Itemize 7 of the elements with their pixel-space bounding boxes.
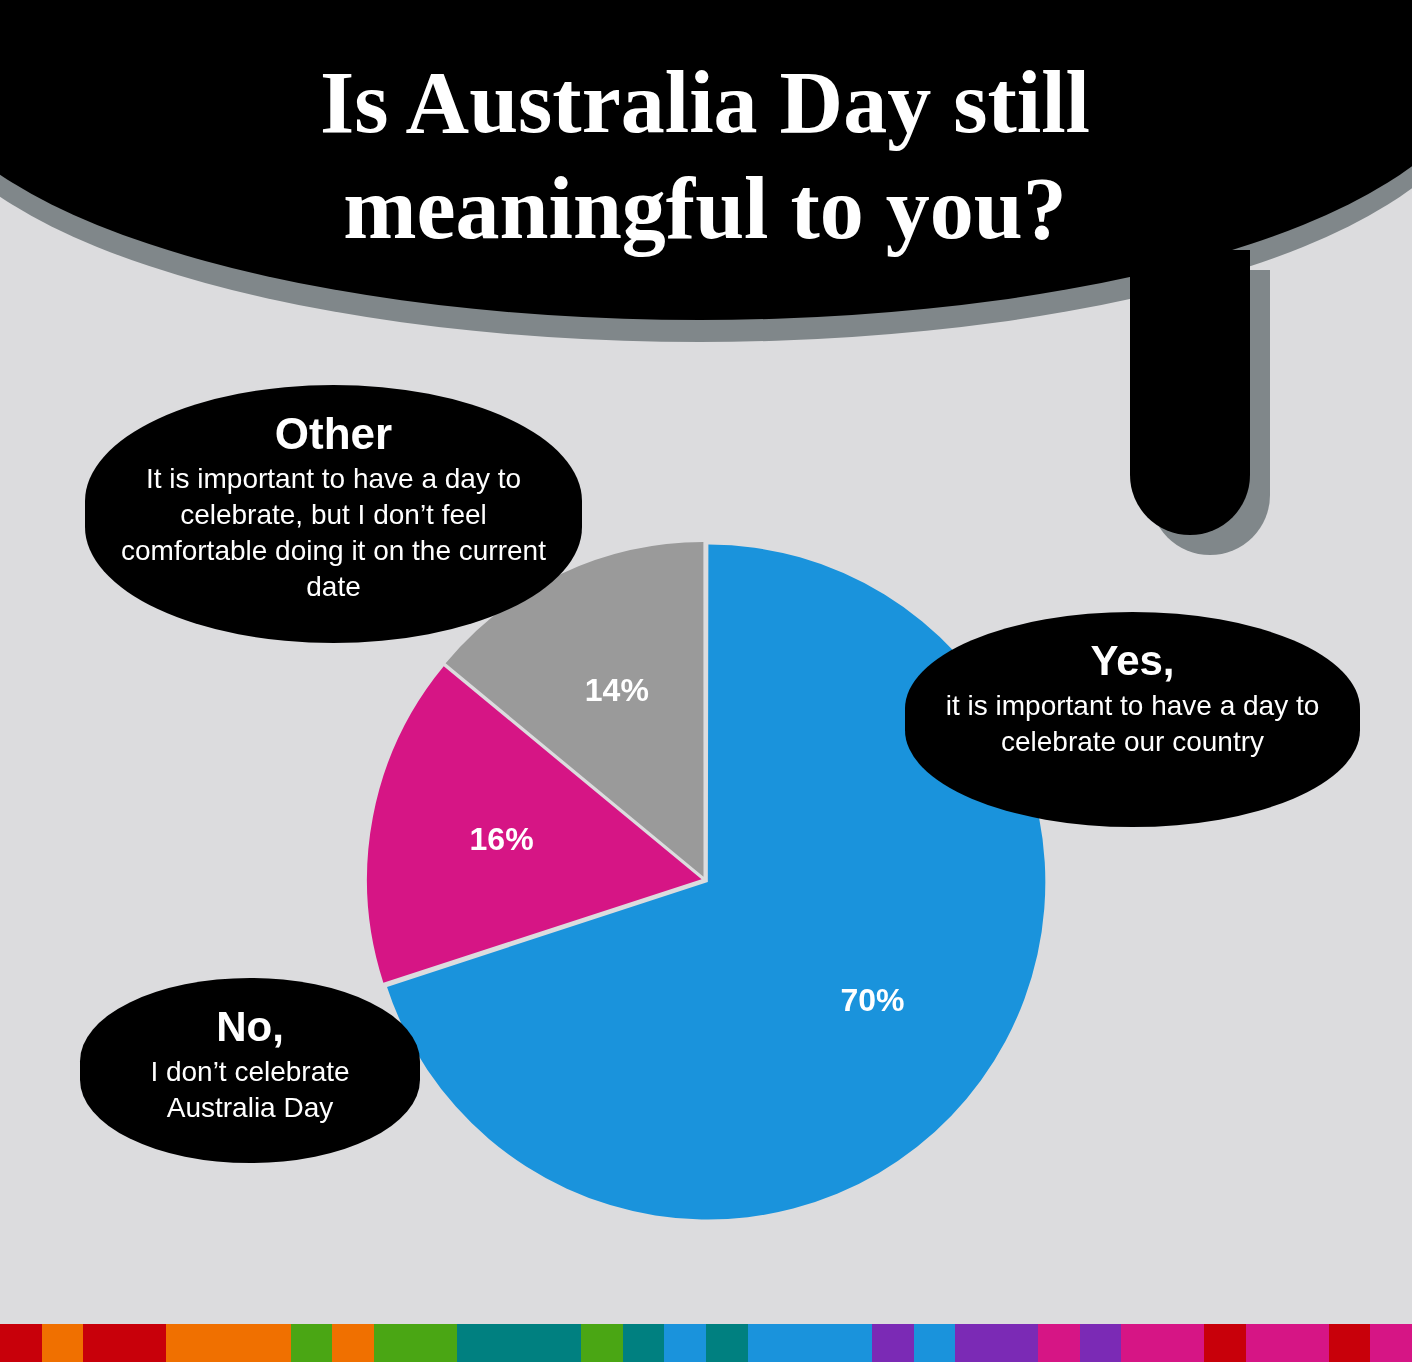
data-label: 16% — [469, 821, 534, 858]
data-label: 70% — [840, 981, 905, 1018]
slice-label: Yes, it is important to have a day to celebrate our country — [944, 636, 1321, 759]
chart-title: Is Australia Day still meaningful to you? — [318, 53, 1092, 259]
data-label: 14% — [584, 672, 649, 709]
slice-label: No, I don’t celebrate Australia Day — [149, 1002, 351, 1125]
slice-label: Other It is important to have a day to celebrate, but I don’t feel comfortable doing it on the current date — [120, 408, 547, 604]
